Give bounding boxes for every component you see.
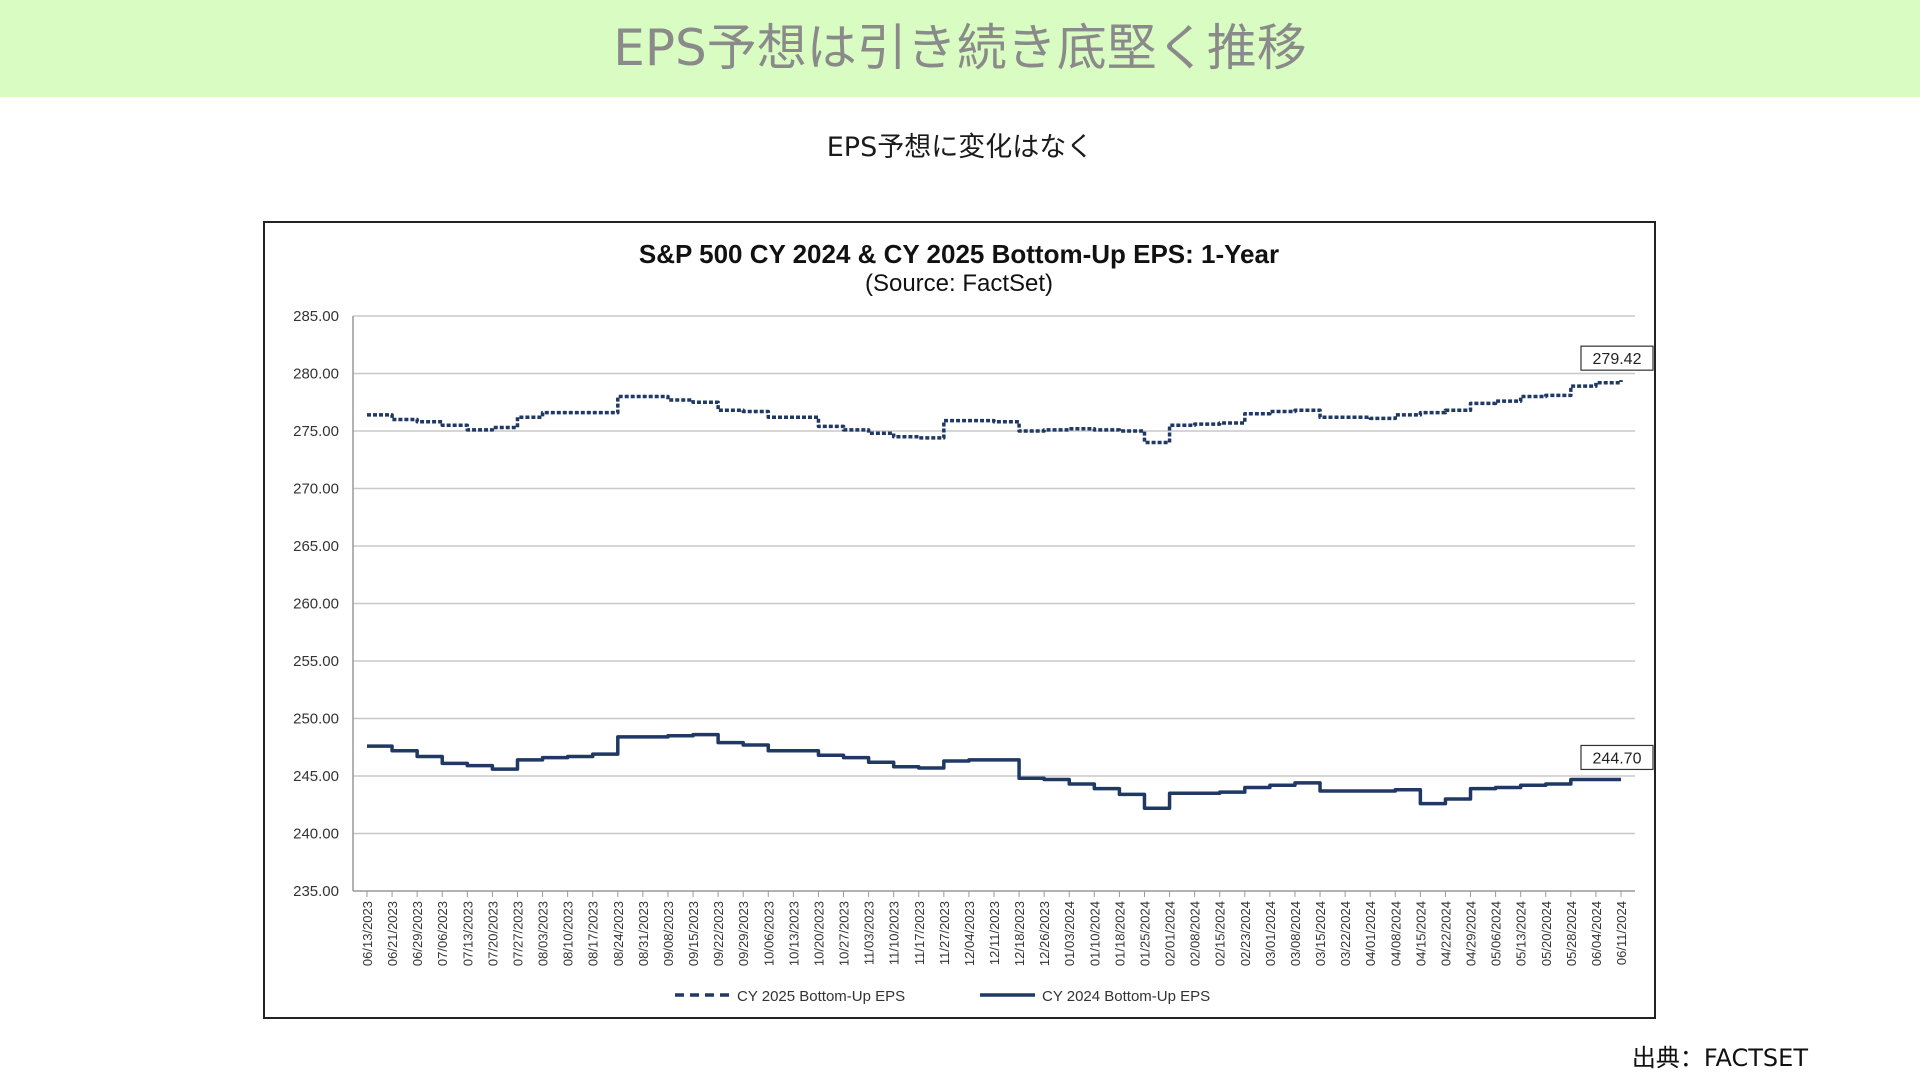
x-tick-label: 11/17/2023 <box>912 901 927 965</box>
x-tick-label: 03/01/2024 <box>1263 901 1278 966</box>
page-subtitle: EPS予想に変化はなく <box>826 132 1094 163</box>
x-tick-label: 07/20/2023 <box>485 901 500 966</box>
y-tick-label: 265.00 <box>293 538 339 555</box>
x-tick-label: 09/15/2023 <box>686 901 701 966</box>
x-tick-label: 09/22/2023 <box>711 901 726 966</box>
x-tick-label: 08/17/2023 <box>586 901 601 966</box>
x-tick-label: 06/04/2024 <box>1589 901 1604 966</box>
x-tick-label: 12/11/2023 <box>987 901 1002 965</box>
x-tick-label: 06/11/2024 <box>1614 901 1629 965</box>
x-tick-label: 05/20/2024 <box>1539 901 1554 966</box>
x-tick-label: 12/04/2023 <box>962 901 977 966</box>
series-lines <box>367 380 1623 810</box>
y-tick-labels: 235.00 240.00 245.00 250.00 255.00 260.00 265.… <box>293 308 339 900</box>
y-tick-label: 245.00 <box>293 768 339 785</box>
x-tick-label: 03/15/2024 <box>1313 901 1328 966</box>
y-tick-label: 235.00 <box>293 883 339 900</box>
chart-frame: S&P 500 CY 2024 & CY 2025 Bottom-Up EPS:… <box>263 221 1656 1019</box>
page-title: EPS予想は引き続き底堅く推移 <box>613 19 1307 77</box>
x-tick-label: 04/29/2024 <box>1464 901 1479 966</box>
series-cy2024-line <box>367 732 1621 810</box>
x-tick-label: 10/20/2023 <box>811 901 826 966</box>
x-tick-label: 10/13/2023 <box>786 901 801 966</box>
x-tick-label: 02/08/2024 <box>1188 901 1203 966</box>
x-tick-label: 01/10/2024 <box>1087 901 1102 966</box>
x-tick-label: 04/08/2024 <box>1388 901 1403 966</box>
x-tick-label: 05/06/2024 <box>1489 901 1504 966</box>
legend-label: CY 2025 Bottom-Up EPS <box>737 988 905 1005</box>
x-tick-label: 12/18/2023 <box>1012 901 1027 966</box>
x-tick-label: 02/01/2024 <box>1163 901 1178 966</box>
end-labels: 279.42 244.70 <box>1580 345 1654 771</box>
x-tick-labels: 06/13/2023 06/21/2023 06/29/2023 07/06/2023… <box>360 891 1629 966</box>
x-tick-label: 03/22/2024 <box>1338 901 1353 966</box>
x-tick-label: 09/29/2023 <box>736 901 751 966</box>
x-tick-label: 10/06/2023 <box>761 901 776 966</box>
x-tick-label: 05/13/2024 <box>1514 901 1529 966</box>
x-tick-label: 04/01/2024 <box>1363 901 1378 966</box>
source-note: 出典：FACTSET <box>1631 1044 1808 1072</box>
x-tick-label: 08/03/2023 <box>536 901 551 966</box>
end-label-box <box>1580 345 1654 371</box>
series-cy2025-line <box>367 380 1623 445</box>
x-tick-label: 06/21/2023 <box>385 901 400 966</box>
x-tick-label: 06/29/2023 <box>410 901 425 966</box>
x-tick-label: 07/06/2023 <box>435 901 450 966</box>
x-tick-label: 02/23/2024 <box>1238 901 1253 966</box>
chart-subtitle: (Source: FactSet) <box>865 270 1053 297</box>
x-tick-label: 12/26/2023 <box>1037 901 1052 966</box>
x-tick-label: 09/08/2023 <box>661 901 676 966</box>
y-tick-label: 250.00 <box>293 711 339 728</box>
x-tick-label: 07/27/2023 <box>510 901 525 966</box>
end-label-box <box>1580 744 1654 771</box>
x-tick-label: 11/10/2023 <box>887 901 902 965</box>
x-tick-label: 10/27/2023 <box>837 901 852 966</box>
x-tick-label: 04/22/2024 <box>1438 901 1453 966</box>
x-tick-label: 01/18/2024 <box>1112 901 1127 966</box>
y-tick-label: 270.00 <box>293 481 339 498</box>
x-tick-label: 05/28/2024 <box>1564 901 1579 966</box>
y-tick-label: 285.00 <box>293 308 339 325</box>
x-tick-label: 04/15/2024 <box>1413 901 1428 966</box>
y-tick-label: 240.00 <box>293 826 339 843</box>
grid-lines <box>352 315 1635 892</box>
y-tick-label: 255.00 <box>293 653 339 670</box>
x-tick-label: 03/08/2024 <box>1288 901 1303 966</box>
x-tick-label: 01/03/2024 <box>1062 901 1077 966</box>
x-tick-label: 01/25/2024 <box>1137 901 1152 966</box>
x-tick-label: 07/13/2023 <box>460 901 475 966</box>
end-label: 279.42 <box>1593 351 1642 368</box>
x-tick-label: 02/15/2024 <box>1213 901 1228 966</box>
y-tick-label: 280.00 <box>293 366 339 383</box>
end-label: 244.70 <box>1593 750 1642 767</box>
x-tick-label: 08/31/2023 <box>636 901 651 966</box>
x-tick-label: 06/13/2023 <box>360 901 375 966</box>
title-banner: EPS予想は引き続き底堅く推移 <box>0 0 1920 97</box>
y-tick-label: 275.00 <box>293 423 339 440</box>
x-tick-label: 08/10/2023 <box>561 901 576 966</box>
eps-line-chart: S&P 500 CY 2024 & CY 2025 Bottom-Up EPS:… <box>293 239 1654 1005</box>
x-tick-label: 11/27/2023 <box>937 901 952 965</box>
x-tick-label: 11/03/2023 <box>862 901 877 965</box>
x-tick-label: 08/24/2023 <box>611 901 626 966</box>
y-tick-label: 260.00 <box>293 596 339 613</box>
legend: CY 2025 Bottom-Up EPS CY 2024 Bottom-Up E… <box>675 988 1210 1005</box>
chart-title: S&P 500 CY 2024 & CY 2025 Bottom-Up EPS:… <box>639 239 1279 269</box>
legend-label: CY 2024 Bottom-Up EPS <box>1042 988 1210 1005</box>
